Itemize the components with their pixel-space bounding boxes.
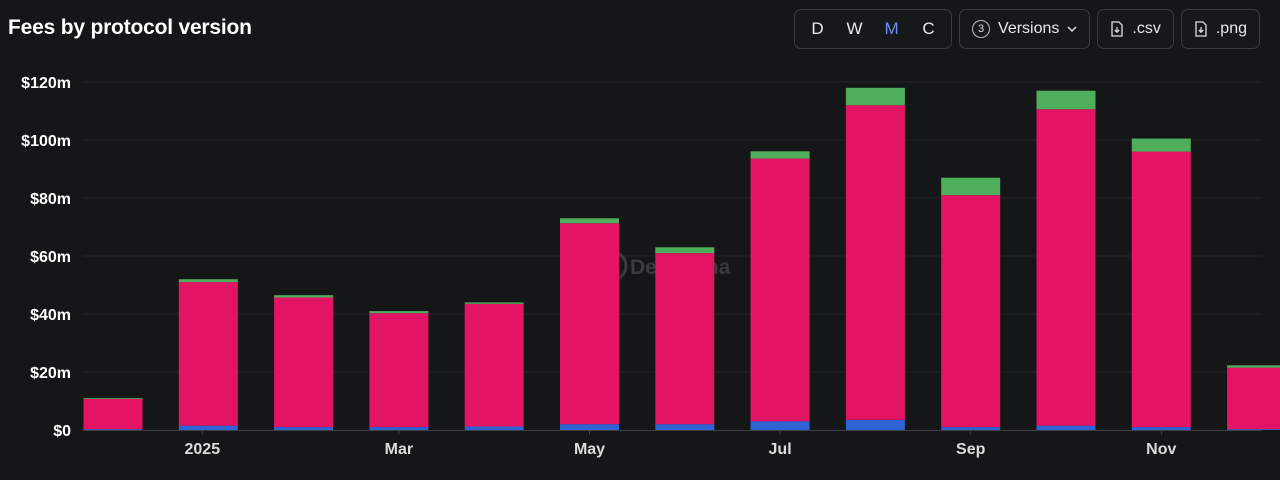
download-file-icon	[1195, 21, 1207, 37]
bar-segment-version-1[interactable]	[845, 419, 905, 430]
png-label: .png	[1215, 20, 1247, 37]
bar-stack[interactable]	[1131, 138, 1191, 430]
bar-segment-version-2[interactable]	[1036, 109, 1096, 426]
bar-segment-version-1[interactable]	[655, 424, 715, 430]
bar-segment-version-3[interactable]	[1131, 138, 1191, 152]
download-png-button[interactable]: .png	[1180, 9, 1260, 49]
bar-segment-version-1[interactable]	[369, 427, 429, 430]
interval-cumulative[interactable]: C	[922, 19, 935, 38]
bar-segment-version-1[interactable]	[274, 427, 334, 430]
y-axis: $0 $20m $40m $60m $80m $100m $120m	[21, 75, 71, 440]
y-tick-label: $100m	[21, 133, 71, 150]
bar-segment-version-1[interactable]	[1036, 425, 1096, 430]
interval-monthly[interactable]: M	[884, 19, 899, 38]
bar-segment-version-2[interactable]	[83, 398, 143, 430]
bar-segment-version-1[interactable]	[560, 424, 619, 430]
bar-segment-version-3[interactable]	[274, 295, 334, 298]
bar-segment-version-1[interactable]	[941, 427, 1001, 430]
bar-segment-version-2[interactable]	[1227, 367, 1280, 430]
bar-segment-version-1[interactable]	[750, 421, 810, 430]
bar-segment-version-3[interactable]	[941, 177, 1001, 196]
bar-stack[interactable]	[655, 247, 715, 430]
versions-label: Versions	[998, 20, 1060, 37]
x-tick-label: Jul	[769, 441, 792, 458]
download-file-icon	[1111, 21, 1124, 37]
y-tick-label: $40m	[30, 307, 71, 324]
bar-segment-version-2[interactable]	[464, 303, 524, 427]
bar-segment-version-2[interactable]	[655, 253, 715, 425]
y-tick-label: $0	[53, 423, 71, 440]
y-tick-label: $20m	[30, 365, 71, 382]
bar-segment-version-2[interactable]	[845, 105, 905, 420]
versions-count-badge: 3	[972, 20, 991, 38]
stacked-bar-chart: DefiLlama $0$20m$40m$60m$80m$100m$120m 2…	[21, 75, 1280, 458]
x-tick-label: 2025	[185, 441, 221, 458]
bar-segment-version-3[interactable]	[655, 247, 715, 254]
bar-segment-version-3[interactable]	[1227, 365, 1280, 368]
bars	[83, 87, 1280, 430]
bar-segment-version-2[interactable]	[941, 195, 1001, 428]
bar-stack[interactable]	[1227, 365, 1280, 430]
y-tick-label: $60m	[30, 249, 71, 266]
bar-segment-version-3[interactable]	[560, 218, 619, 224]
bar-stack[interactable]	[750, 151, 810, 430]
bar-segment-version-2[interactable]	[178, 282, 238, 426]
interval-selector: D W M C	[794, 9, 953, 49]
bar-segment-version-2[interactable]	[560, 223, 619, 425]
x-tick-label: Sep	[956, 441, 986, 458]
bar-stack[interactable]	[369, 311, 429, 430]
bar-stack[interactable]	[83, 398, 143, 430]
bar-segment-version-1[interactable]	[178, 425, 238, 430]
toolbar: D W M C 3 Versions .csv .png	[794, 9, 1260, 49]
x-tick-label: Mar	[385, 441, 413, 458]
bar-stack[interactable]	[1036, 90, 1096, 430]
download-csv-button[interactable]: .csv	[1097, 9, 1174, 49]
bar-segment-version-2[interactable]	[369, 313, 429, 428]
interval-daily[interactable]: D	[811, 19, 824, 38]
x-tick-label: Nov	[1146, 441, 1176, 458]
chart-title: Fees by protocol version	[8, 16, 252, 39]
bar-segment-version-3[interactable]	[178, 279, 238, 283]
bar-segment-version-1[interactable]	[464, 426, 524, 430]
bar-segment-version-3[interactable]	[369, 311, 429, 314]
bar-segment-version-2[interactable]	[274, 297, 334, 428]
interval-weekly[interactable]: W	[846, 19, 863, 38]
bar-segment-version-3[interactable]	[1036, 90, 1096, 110]
bar-segment-version-2[interactable]	[750, 158, 810, 422]
bar-segment-version-3[interactable]	[83, 398, 143, 399]
versions-dropdown[interactable]: 3 Versions	[959, 9, 1091, 49]
chevron-down-icon	[1067, 26, 1077, 33]
bar-stack[interactable]	[464, 302, 524, 430]
bar-segment-version-3[interactable]	[845, 87, 905, 106]
bar-segment-version-3[interactable]	[750, 151, 810, 159]
bar-segment-version-3[interactable]	[464, 302, 524, 304]
y-tick-label: $120m	[21, 75, 71, 92]
bar-segment-version-2[interactable]	[1131, 151, 1191, 428]
bar-segment-version-1[interactable]	[1131, 427, 1191, 430]
bar-stack[interactable]	[274, 295, 334, 430]
x-tick-label: May	[574, 441, 605, 458]
csv-label: .csv	[1132, 20, 1161, 37]
bar-stack[interactable]	[941, 177, 1001, 430]
bar-stack[interactable]	[560, 218, 619, 430]
y-tick-label: $80m	[30, 191, 71, 208]
bar-stack[interactable]	[845, 87, 905, 430]
x-axis: 2025 Mar May Jul Sep Nov	[185, 430, 1177, 458]
bar-stack[interactable]	[178, 279, 238, 430]
bar-segment-version-1[interactable]	[1227, 429, 1280, 430]
bar-segment-version-1[interactable]	[83, 429, 143, 430]
